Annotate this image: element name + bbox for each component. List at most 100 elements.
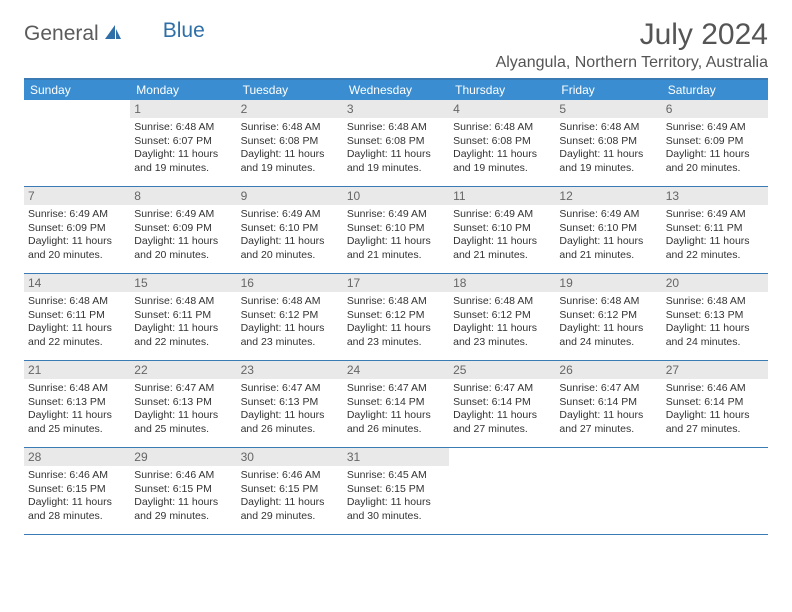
calendar-cell bbox=[662, 448, 768, 534]
calendar-cell: 2 Sunrise: 6:48 AMSunset: 6:08 PMDaylight… bbox=[237, 100, 343, 186]
calendar-cell bbox=[555, 448, 661, 534]
day-details: Sunrise: 6:49 AMSunset: 6:09 PMDaylight:… bbox=[666, 121, 764, 176]
day-number: 17 bbox=[343, 274, 449, 292]
day-number: 16 bbox=[237, 274, 343, 292]
day-number: 24 bbox=[343, 361, 449, 379]
day-number: 10 bbox=[343, 187, 449, 205]
calendar-cell: 3Sunrise: 6:48 AMSunset: 6:08 PMDaylight… bbox=[343, 100, 449, 186]
day-details: Sunrise: 6:48 AMSunset: 6:11 PMDaylight:… bbox=[28, 295, 126, 350]
day-details: Sunrise: 6:49 AMSunset: 6:09 PMDaylight:… bbox=[28, 208, 126, 263]
day-details: Sunrise: 6:48 AMSunset: 6:11 PMDaylight:… bbox=[134, 295, 232, 350]
header: General Blue July 2024 Alyangula, Northe… bbox=[24, 18, 768, 72]
day-number: 15 bbox=[130, 274, 236, 292]
title-block: July 2024 Alyangula, Northern Territory,… bbox=[496, 18, 768, 72]
day-header: Thursday bbox=[449, 80, 555, 100]
day-number: 11 bbox=[449, 187, 555, 205]
week-row: 1 Sunrise: 6:48 AMSunset: 6:07 PMDaylight… bbox=[24, 100, 768, 187]
calendar-cell: 22 Sunrise: 6:47 AMSunset: 6:13 PMDayligh… bbox=[130, 361, 236, 447]
day-header: Monday bbox=[130, 80, 236, 100]
day-number: 9 bbox=[237, 187, 343, 205]
calendar-cell: 30 Sunrise: 6:46 AMSunset: 6:15 PMDayligh… bbox=[237, 448, 343, 534]
logo: General Blue bbox=[24, 18, 205, 46]
day-details: Sunrise: 6:49 AMSunset: 6:10 PMDaylight:… bbox=[453, 208, 551, 263]
day-details: Sunrise: 6:46 AMSunset: 6:15 PMDaylight:… bbox=[28, 469, 126, 524]
day-number: 2 bbox=[237, 100, 343, 118]
day-details: Sunrise: 6:48 AMSunset: 6:12 PMDaylight:… bbox=[347, 295, 445, 350]
calendar-cell: 18 Sunrise: 6:48 AMSunset: 6:12 PMDayligh… bbox=[449, 274, 555, 360]
day-number: 14 bbox=[24, 274, 130, 292]
day-number: 19 bbox=[555, 274, 661, 292]
calendar-cell: 9 Sunrise: 6:49 AMSunset: 6:10 PMDaylight… bbox=[237, 187, 343, 273]
day-number: 22 bbox=[130, 361, 236, 379]
day-number: 4 bbox=[449, 100, 555, 118]
calendar-cell: 11 Sunrise: 6:49 AMSunset: 6:10 PMDayligh… bbox=[449, 187, 555, 273]
day-number: 7 bbox=[24, 187, 130, 205]
calendar-cell bbox=[24, 100, 130, 186]
calendar-cell: 4Sunrise: 6:48 AMSunset: 6:08 PMDaylight… bbox=[449, 100, 555, 186]
calendar-cell: 12Sunrise: 6:49 AMSunset: 6:10 PMDayligh… bbox=[555, 187, 661, 273]
calendar-cell: 1 Sunrise: 6:48 AMSunset: 6:07 PMDaylight… bbox=[130, 100, 236, 186]
day-details: Sunrise: 6:49 AMSunset: 6:10 PMDaylight:… bbox=[241, 208, 339, 263]
calendar-cell: 28 Sunrise: 6:46 AMSunset: 6:15 PMDayligh… bbox=[24, 448, 130, 534]
day-number: 27 bbox=[662, 361, 768, 379]
calendar-cell: 6 Sunrise: 6:49 AMSunset: 6:09 PMDaylight… bbox=[662, 100, 768, 186]
calendar: SundayMondayTuesdayWednesdayThursdayFrid… bbox=[24, 78, 768, 535]
day-details: Sunrise: 6:47 AMSunset: 6:14 PMDaylight:… bbox=[347, 382, 445, 437]
calendar-cell: 27Sunrise: 6:46 AMSunset: 6:14 PMDayligh… bbox=[662, 361, 768, 447]
day-details: Sunrise: 6:48 AMSunset: 6:07 PMDaylight:… bbox=[134, 121, 232, 176]
day-number: 18 bbox=[449, 274, 555, 292]
day-details: Sunrise: 6:47 AMSunset: 6:13 PMDaylight:… bbox=[134, 382, 232, 437]
day-header-row: SundayMondayTuesdayWednesdayThursdayFrid… bbox=[24, 80, 768, 100]
calendar-cell: 29 Sunrise: 6:46 AMSunset: 6:15 PMDayligh… bbox=[130, 448, 236, 534]
day-details: Sunrise: 6:48 AMSunset: 6:12 PMDaylight:… bbox=[559, 295, 657, 350]
day-details: Sunrise: 6:48 AMSunset: 6:12 PMDaylight:… bbox=[241, 295, 339, 350]
day-number: 23 bbox=[237, 361, 343, 379]
day-number: 21 bbox=[24, 361, 130, 379]
calendar-cell: 13 Sunrise: 6:49 AMSunset: 6:11 PMDayligh… bbox=[662, 187, 768, 273]
week-row: 14Sunrise: 6:48 AMSunset: 6:11 PMDayligh… bbox=[24, 274, 768, 361]
day-header: Friday bbox=[555, 80, 661, 100]
day-number: 29 bbox=[130, 448, 236, 466]
week-row: 7Sunrise: 6:49 AMSunset: 6:09 PMDaylight… bbox=[24, 187, 768, 274]
day-details: Sunrise: 6:48 AMSunset: 6:08 PMDaylight:… bbox=[559, 121, 657, 176]
day-details: Sunrise: 6:48 AMSunset: 6:08 PMDaylight:… bbox=[241, 121, 339, 176]
day-number: 26 bbox=[555, 361, 661, 379]
day-details: Sunrise: 6:48 AMSunset: 6:12 PMDaylight:… bbox=[453, 295, 551, 350]
day-details: Sunrise: 6:49 AMSunset: 6:09 PMDaylight:… bbox=[134, 208, 232, 263]
day-details: Sunrise: 6:48 AMSunset: 6:08 PMDaylight:… bbox=[347, 121, 445, 176]
week-row: 28Sunrise: 6:46 AMSunset: 6:15 PMDayligh… bbox=[24, 448, 768, 535]
day-number: 30 bbox=[237, 448, 343, 466]
day-number: 5 bbox=[555, 100, 661, 118]
calendar-cell: 17 Sunrise: 6:48 AMSunset: 6:12 PMDayligh… bbox=[343, 274, 449, 360]
logo-text-general: General bbox=[24, 22, 99, 46]
day-details: Sunrise: 6:46 AMSunset: 6:15 PMDaylight:… bbox=[241, 469, 339, 524]
day-number: 6 bbox=[662, 100, 768, 118]
day-number: 13 bbox=[662, 187, 768, 205]
day-details: Sunrise: 6:49 AMSunset: 6:11 PMDaylight:… bbox=[666, 208, 764, 263]
day-number: 25 bbox=[449, 361, 555, 379]
day-number: 28 bbox=[24, 448, 130, 466]
calendar-cell: 19 Sunrise: 6:48 AMSunset: 6:12 PMDayligh… bbox=[555, 274, 661, 360]
calendar-cell: 16 Sunrise: 6:48 AMSunset: 6:12 PMDayligh… bbox=[237, 274, 343, 360]
calendar-cell: 31Sunrise: 6:45 AMSunset: 6:15 PMDayligh… bbox=[343, 448, 449, 534]
day-details: Sunrise: 6:47 AMSunset: 6:14 PMDaylight:… bbox=[559, 382, 657, 437]
day-details: Sunrise: 6:46 AMSunset: 6:15 PMDaylight:… bbox=[134, 469, 232, 524]
calendar-cell: 14 Sunrise: 6:48 AMSunset: 6:11 PMDayligh… bbox=[24, 274, 130, 360]
logo-text-blue: Blue bbox=[163, 19, 205, 43]
day-header: Sunday bbox=[24, 80, 130, 100]
calendar-cell: 7 Sunrise: 6:49 AMSunset: 6:09 PMDaylight… bbox=[24, 187, 130, 273]
day-number: 1 bbox=[130, 100, 236, 118]
day-details: Sunrise: 6:48 AMSunset: 6:13 PMDaylight:… bbox=[666, 295, 764, 350]
calendar-cell: 8Sunrise: 6:49 AMSunset: 6:09 PMDaylight… bbox=[130, 187, 236, 273]
logo-sail-icon bbox=[103, 23, 123, 46]
day-number: 12 bbox=[555, 187, 661, 205]
calendar-cell: 15 Sunrise: 6:48 AMSunset: 6:11 PMDayligh… bbox=[130, 274, 236, 360]
month-title: July 2024 bbox=[496, 18, 768, 52]
day-number: 20 bbox=[662, 274, 768, 292]
day-header: Tuesday bbox=[237, 80, 343, 100]
week-row: 21Sunrise: 6:48 AMSunset: 6:13 PMDayligh… bbox=[24, 361, 768, 448]
day-details: Sunrise: 6:47 AMSunset: 6:13 PMDaylight:… bbox=[241, 382, 339, 437]
day-header: Wednesday bbox=[343, 80, 449, 100]
calendar-cell: 5 Sunrise: 6:48 AMSunset: 6:08 PMDaylight… bbox=[555, 100, 661, 186]
day-header: Saturday bbox=[662, 80, 768, 100]
